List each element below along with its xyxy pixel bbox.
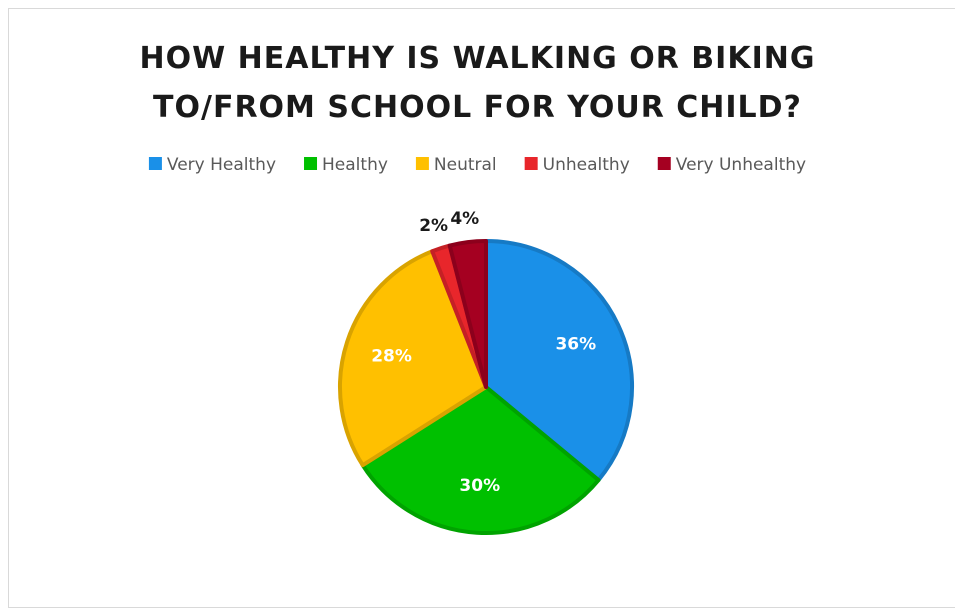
pie-slice [360, 385, 601, 535]
pie-slice [484, 239, 634, 483]
legend: Very Healthy Healthy Neutral Unhealthy Very … [148, 155, 806, 175]
legend-label: Very Unhealthy [676, 155, 806, 175]
legend-label: Neutral [434, 155, 497, 175]
chart: Very Healthy Healthy Neutral Unhealthy Very … [148, 155, 806, 535]
pie-slice [338, 249, 488, 468]
legend-label: Healthy [322, 155, 388, 175]
legend-swatch [148, 157, 162, 170]
legend-label: Very Healthy [167, 155, 276, 175]
chart-title: HOW HEALTHY IS WALKING OR BIKING TO/FROM… [139, 41, 816, 125]
data-label: 36% [555, 335, 596, 355]
legend-swatch [524, 157, 538, 170]
data-label: 4% [450, 209, 479, 229]
legend-label: Unhealthy [543, 155, 630, 175]
legend-swatch [415, 157, 429, 170]
legend-swatch [657, 157, 671, 170]
legend-swatch [304, 157, 318, 170]
pie-slice [447, 239, 488, 389]
data-label: 2% [419, 216, 448, 236]
data-label: 30% [459, 476, 500, 496]
title-box: HOW HEALTHY IS WALKING OR BIKING TO/FROM… [0, 34, 955, 132]
data-label: 28% [371, 346, 412, 366]
